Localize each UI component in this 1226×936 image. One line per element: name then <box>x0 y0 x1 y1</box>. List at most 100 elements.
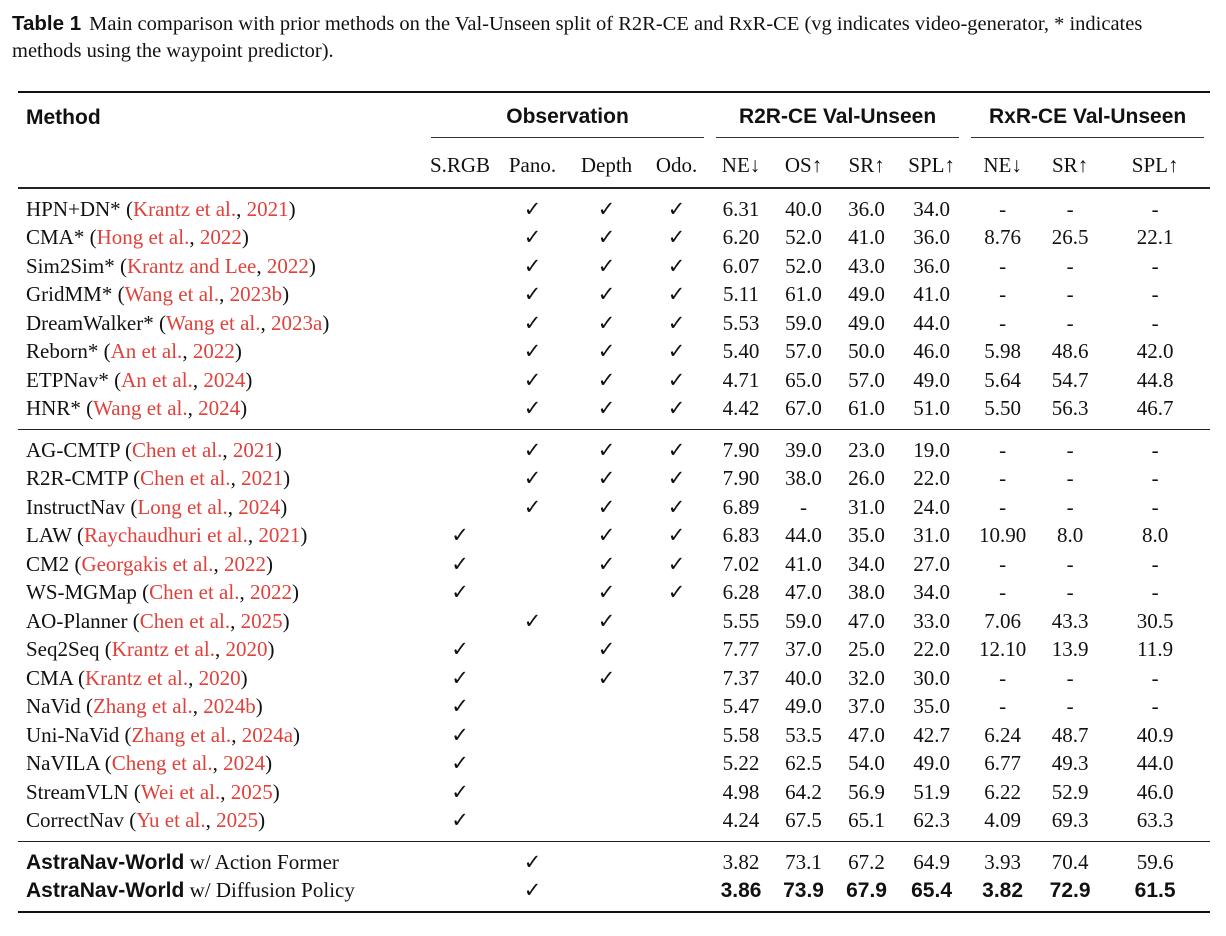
metric-value: - <box>1066 694 1074 719</box>
citation-year[interactable]: 2022 <box>249 580 292 605</box>
observation-cell: ✓ <box>495 188 570 224</box>
citation-year[interactable]: 2021 <box>232 437 275 462</box>
citation-year[interactable]: 2021 <box>241 466 284 491</box>
citation-author[interactable]: Krantz et al. <box>132 196 237 221</box>
metric-value: 38.0 <box>785 466 822 491</box>
citation-year[interactable]: 2024b <box>203 694 256 719</box>
metric-value: 8.0 <box>1141 523 1169 548</box>
check-icon: ✓ <box>667 551 686 576</box>
method-name: WS-MGMap <box>26 580 137 605</box>
metric-value: 64.2 <box>785 779 822 804</box>
metric-value: 27.0 <box>913 551 950 576</box>
citation-author[interactable]: Chen et al. <box>131 437 223 462</box>
citation-year[interactable]: 2022 <box>192 339 235 364</box>
metric-value: 49.3 <box>1051 751 1089 776</box>
citation-year[interactable]: 2024 <box>223 751 266 776</box>
citation-author[interactable]: An et al. <box>121 367 193 392</box>
check-icon: ✓ <box>523 878 542 903</box>
citation-year[interactable]: 2025 <box>216 808 259 833</box>
observation-cell: ✓ <box>495 429 570 465</box>
method-name: HNR* <box>26 396 81 421</box>
observation-cell <box>643 721 710 750</box>
method-name: CM2 <box>26 551 70 576</box>
column-header: OS↑ <box>772 143 836 189</box>
column-header: NE↓ <box>710 143 773 189</box>
observation-cell <box>495 522 570 551</box>
citation-year[interactable]: 2024 <box>238 494 281 519</box>
citation-author[interactable]: Chen et al. <box>149 580 240 605</box>
citation-author[interactable]: Zhang et al. <box>92 694 193 719</box>
method-cell: CM2 (Georgakis et al., 2022) <box>26 551 273 576</box>
citation-year[interactable]: 2021 <box>246 196 289 221</box>
metric-value: - <box>1066 253 1074 278</box>
method-cell: ETPNav* (An et al., 2024) <box>26 367 253 392</box>
table-row: CMA (Krantz et al., 2020) ✓ ✓ 7.37 40.0 32.0 3… <box>18 664 1210 693</box>
metric-value: 4.42 <box>722 396 760 421</box>
citation-year[interactable]: 2024 <box>203 367 246 392</box>
check-icon: ✓ <box>667 339 686 364</box>
citation-author[interactable]: Raychaudhuri et al. <box>84 523 248 548</box>
observation-cell <box>425 465 495 494</box>
citation-year[interactable]: 2021 <box>258 523 301 548</box>
observation-cell: ✓ <box>425 550 495 579</box>
check-icon: ✓ <box>597 253 616 278</box>
citation-year[interactable]: 2024a <box>241 722 294 747</box>
citation-year[interactable]: 2022 <box>199 225 242 250</box>
citation-year[interactable]: 2022 <box>223 551 266 576</box>
citation-author[interactable]: Krantz and Lee <box>126 253 257 278</box>
check-icon: ✓ <box>451 523 469 548</box>
observation-cell <box>495 750 570 779</box>
observation-cell <box>643 841 711 877</box>
metric-value: 42.0 <box>1136 339 1174 364</box>
metric-value: 72.9 <box>1040 876 1101 913</box>
citation-author[interactable]: Georgakis et al. <box>81 551 214 576</box>
metric-value: 37.0 <box>785 637 822 662</box>
observation-cell: ✓ <box>643 465 710 494</box>
citation-author[interactable]: Zhang et al. <box>131 722 232 747</box>
citation-year[interactable]: 2023a <box>271 310 323 335</box>
check-icon: ✓ <box>667 580 686 605</box>
metric-value: 10.90 <box>978 523 1027 548</box>
citation-author[interactable]: Wang et al. <box>166 310 261 335</box>
observation-cell: ✓ <box>570 309 643 338</box>
metric-value: 56.9 <box>848 779 885 804</box>
citation-year[interactable]: 2023b <box>229 282 283 307</box>
observation-cell: ✓ <box>425 664 495 693</box>
method-cell: AstraNav-World w/ Diffusion Policy <box>18 876 425 913</box>
citation-year[interactable]: 2020 <box>225 637 268 662</box>
citation-author[interactable]: Chen et al. <box>140 466 231 491</box>
check-icon: ✓ <box>451 808 469 833</box>
check-icon: ✓ <box>523 608 542 633</box>
method-cell: Uni-NaVid (Zhang et al., 2024a) <box>26 722 301 747</box>
citation-year[interactable]: 2025 <box>240 608 283 633</box>
citation-author[interactable]: Wei et al. <box>140 779 221 804</box>
method-variant: w/ Action Former <box>184 849 339 874</box>
metric-value: 67.5 <box>785 808 822 833</box>
citation-author[interactable]: Cheng et al. <box>111 751 213 776</box>
observation-cell: ✓ <box>570 522 643 551</box>
citation-author[interactable]: Krantz et al. <box>84 665 189 690</box>
check-icon: ✓ <box>597 282 616 307</box>
citation-year[interactable]: 2024 <box>198 396 241 421</box>
citation-author[interactable]: Hong et al. <box>96 225 190 250</box>
citation-author[interactable]: Wang et al. <box>124 282 220 307</box>
observation-cell: ✓ <box>643 579 710 608</box>
metric-value: - <box>1151 551 1159 576</box>
citation-author[interactable]: Krantz et al. <box>111 637 215 662</box>
check-icon: ✓ <box>667 310 686 335</box>
citation-year[interactable]: 2025 <box>230 779 273 804</box>
check-icon: ✓ <box>597 367 616 392</box>
citation-author[interactable]: Wang et al. <box>93 396 188 421</box>
citation-author[interactable]: Yu et al. <box>136 808 206 833</box>
citation-year[interactable]: 2020 <box>198 665 241 690</box>
check-icon: ✓ <box>667 367 686 392</box>
citation-author[interactable]: Chen et al. <box>139 608 231 633</box>
observation-cell: ✓ <box>570 429 643 465</box>
citation-author[interactable]: An et al. <box>110 339 183 364</box>
metric-value: - <box>1066 310 1074 335</box>
citation-year[interactable]: 2022 <box>266 253 309 278</box>
metric-value: 22.0 <box>913 637 950 662</box>
check-icon: ✓ <box>667 396 686 421</box>
method-name: DreamWalker* <box>26 310 154 335</box>
citation-author[interactable]: Long et al. <box>137 494 228 519</box>
